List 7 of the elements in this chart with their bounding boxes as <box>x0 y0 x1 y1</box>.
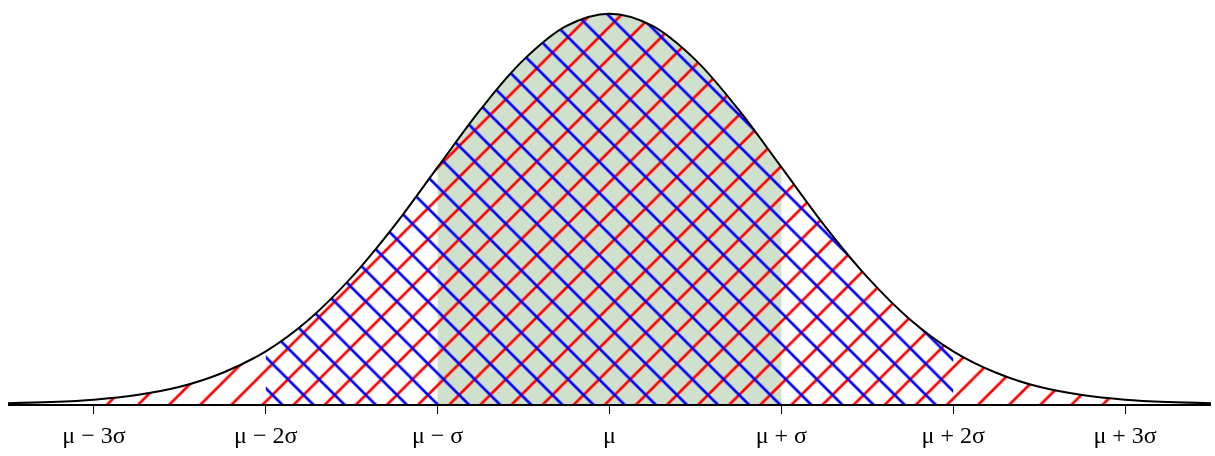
x-tick-label: μ + 2σ <box>921 421 985 448</box>
x-tick-label: μ − 2σ <box>234 421 298 448</box>
x-tick-label: μ − σ <box>411 421 464 448</box>
x-tick-label: μ <box>603 421 616 448</box>
x-tick-label: μ + 3σ <box>1093 421 1157 448</box>
x-tick-label: μ + σ <box>755 421 808 448</box>
x-tick-label: μ − 3σ <box>62 421 126 448</box>
